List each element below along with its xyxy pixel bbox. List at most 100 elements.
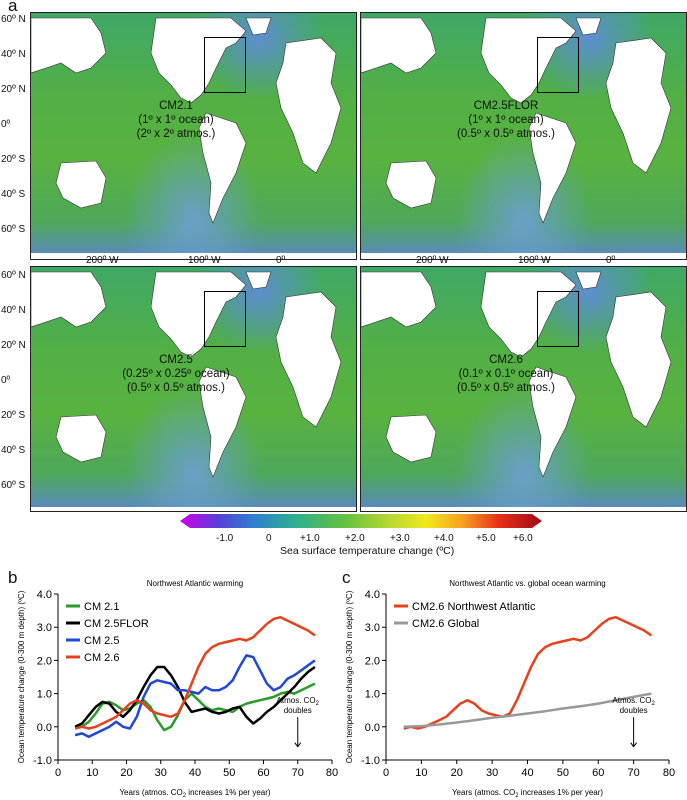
atmos-resolution: (2º x 2º atmos.) [136, 128, 216, 140]
y-tick-label: 4.0 [365, 589, 380, 601]
model-name: CM2.5 [159, 354, 193, 366]
annotation-line1: Atmos. CO2 [612, 696, 655, 707]
ocean-resolution: (0.25º x 0.25º ocean) [122, 368, 230, 380]
x-tick-label: 40 [521, 767, 533, 779]
lat-label: 20º S [1, 154, 26, 165]
y-tick-label: 0.0 [365, 722, 380, 734]
x-tick-label: 80 [326, 767, 338, 779]
annotation-line1: Atmos. CO2 [277, 696, 320, 707]
y-tick-label: 2.0 [37, 655, 52, 667]
chart-nw-atlantic-vs-global: Northwest Atlantic vs. global ocean warm… [345, 579, 675, 799]
lon-label: 0º [606, 255, 616, 266]
y-tick-label: -1.0 [361, 755, 380, 767]
legend-label: CM 2.5 [84, 635, 119, 647]
x-axis-label: Years (atmos. CO2 increases 1% per year) [119, 788, 270, 799]
ocean-resolution: (1º x 1º ocean) [468, 114, 544, 126]
lat-label: 60º N [1, 270, 26, 281]
y-tick-label: 4.0 [37, 589, 52, 601]
chart-northwest-atlantic-warming: Northwest Atlantic warming -1.0 0.0 1.0 2.0 3… [17, 579, 338, 799]
colorbar [180, 514, 542, 528]
y-tick-label: -1.0 [33, 755, 52, 767]
northwest-atlantic-box [537, 37, 579, 93]
lat-label: 40º S [1, 189, 26, 200]
y-tick-label: 1.0 [365, 689, 380, 701]
lat-label: 40º N [1, 49, 26, 60]
y-tick-label: 1.0 [37, 689, 52, 701]
annotation-line2: doubles [284, 706, 312, 715]
x-tick-label: 10 [86, 767, 98, 779]
series-line [74, 654, 316, 739]
atmos-resolution: (0.5º x 0.5º atmos.) [127, 382, 225, 394]
lat-label: 0º [1, 119, 11, 130]
colorbar-tick: +4.0 [434, 533, 454, 544]
atmos-resolution: (0.5º x 0.5º atmos.) [457, 128, 555, 140]
northwest-atlantic-box [204, 37, 246, 93]
colorbar-tick: +1.0 [300, 533, 320, 544]
legend-label: CM 2.6 [84, 652, 119, 664]
y-tick-label: 3.0 [37, 622, 52, 634]
ocean-resolution: (1º x 1º ocean) [138, 114, 214, 126]
ocean-resolution: (0.1º x 0.1º ocean) [458, 368, 554, 380]
model-name: CM2.1 [159, 100, 193, 112]
x-tick-label: 60 [257, 767, 269, 779]
colorbar-tick: +2.0 [345, 533, 365, 544]
map-panel-cm26: CM2.6 (0.1º x 0.1º ocean) (0.5º x 0.5º a… [360, 266, 687, 512]
x-tick-label: 50 [557, 767, 569, 779]
chart-title: Northwest Atlantic warming [147, 579, 243, 588]
lon-label: 0º [276, 255, 286, 266]
northwest-atlantic-box [204, 291, 246, 347]
legend-label: CM 2.1 [84, 601, 119, 613]
lat-label: 60º S [1, 480, 26, 491]
x-tick-label: 10 [415, 767, 427, 779]
lon-label: 100º W [518, 255, 551, 266]
x-tick-label: 30 [155, 767, 167, 779]
colorbar-tick: +6.0 [513, 533, 533, 544]
legend-label: CM2.6 Global [412, 618, 479, 630]
y-tick-label: 3.0 [365, 622, 380, 634]
y-tick-label: 2.0 [365, 655, 380, 667]
lat-label: 20º N [1, 340, 26, 351]
colorbar-tick: 0 [266, 533, 272, 544]
series-line [74, 665, 316, 728]
model-name: CM2.5FLOR [473, 100, 539, 112]
x-tick-label: 30 [486, 767, 498, 779]
annotation-arrow-head [294, 742, 302, 748]
legend-label: CM 2.5FLOR [84, 618, 149, 630]
annotation-line2: doubles [620, 706, 648, 715]
northwest-atlantic-box [537, 291, 579, 347]
chart-title: Northwest Atlantic vs. global ocean warm… [449, 579, 606, 588]
lat-label: 60º S [1, 224, 26, 235]
x-tick-label: 0 [383, 767, 389, 779]
y-axis-label: Ocean temperature change (0-300 m depth)… [345, 590, 354, 763]
atmos-resolution: (0.5º x 0.5º atmos.) [457, 382, 555, 394]
x-tick-label: 0 [55, 767, 61, 779]
panel-a-letter: a [8, 0, 18, 15]
lat-label: 40º S [1, 445, 26, 456]
lat-label: 20º N [1, 84, 26, 95]
series-line [75, 682, 316, 732]
x-tick-label: 40 [189, 767, 201, 779]
lon-label: 200º W [416, 255, 449, 266]
x-tick-label: 80 [663, 767, 675, 779]
map-label: CM2.6 (0.1º x 0.1º ocean) (0.5º x 0.5º a… [431, 353, 581, 395]
map-panel-cm25: CM2.5 (0.25º x 0.25º ocean) (0.5º x 0.5º… [30, 266, 357, 512]
map-label: CM2.5FLOR (1º x 1º ocean) (0.5º x 0.5º a… [431, 99, 581, 141]
colorbar-tick: +3.0 [390, 533, 410, 544]
annotation-arrow-head [630, 742, 638, 748]
colorbar-tick: -1.0 [216, 533, 234, 544]
y-tick-label: 0.0 [37, 722, 52, 734]
lat-label: 40º N [1, 305, 26, 316]
map-panel-cm21: CM2.1 (1º x 1º ocean) (2º x 2º atmos.) [30, 12, 357, 260]
x-tick-label: 70 [292, 767, 304, 779]
model-name: CM2.6 [489, 354, 523, 366]
series-line [403, 692, 652, 729]
x-axis-label: Years (atmos. CO2 increases 1% per year) [452, 788, 603, 799]
series-line [403, 615, 653, 730]
lon-label: 100º W [188, 255, 221, 266]
series-line [74, 615, 316, 730]
lat-label: 60º N [1, 14, 26, 25]
lon-label: 200º W [86, 255, 119, 266]
legend-label: CM2.6 Northwest Atlantic [412, 601, 536, 613]
map-label: CM2.5 (0.25º x 0.25º ocean) (0.5º x 0.5º… [96, 353, 256, 395]
lat-label: 20º S [1, 410, 26, 421]
